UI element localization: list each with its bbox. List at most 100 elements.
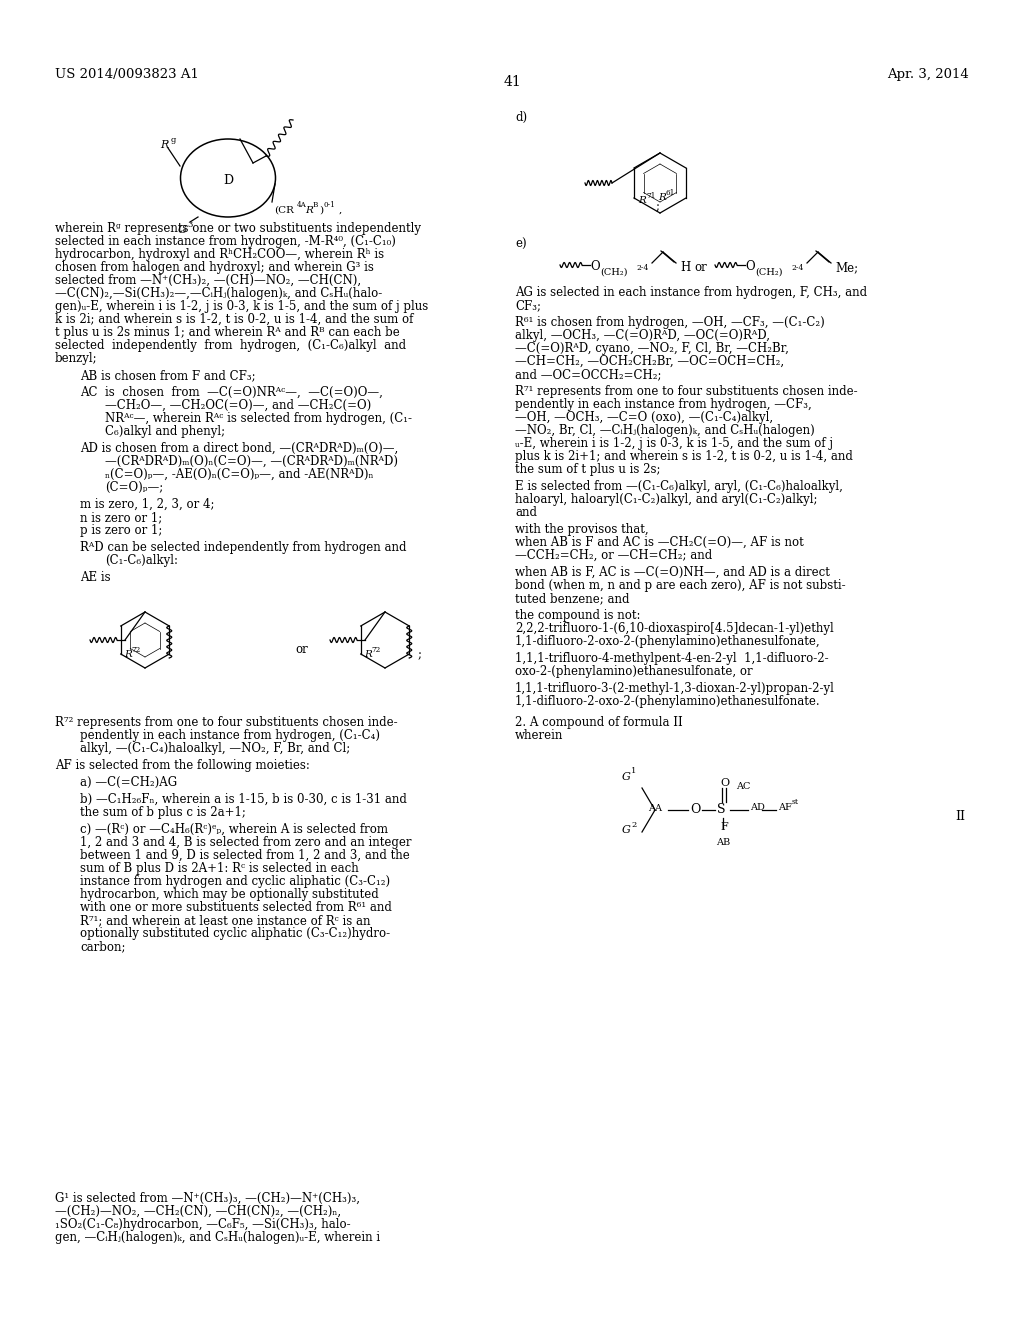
Text: ;: ; [656,201,660,213]
Text: ): ) [319,206,324,215]
Text: NRᴬᶜ—, wherein Rᴬᶜ is selected from hydrogen, (C₁-: NRᴬᶜ—, wherein Rᴬᶜ is selected from hydr… [105,412,412,425]
Text: US 2014/0093823 A1: US 2014/0093823 A1 [55,69,199,81]
Text: ₁SO₂(C₁-C₈)hydrocarbon, —C₆F₅, —Si(CH₃)₃, halo-: ₁SO₂(C₁-C₈)hydrocarbon, —C₆F₅, —Si(CH₃)₃… [55,1218,350,1232]
Text: 2,2,2-trifluoro-1-(6,10-dioxaspiro[4.5]decan-1-yl)ethyl: 2,2,2-trifluoro-1-(6,10-dioxaspiro[4.5]d… [515,622,834,635]
Text: n is zero or 1;: n is zero or 1; [80,511,162,524]
Text: pendently in each instance from hydrogen, (C₁-C₄): pendently in each instance from hydrogen… [80,729,380,742]
Text: gen)ᵤ-E, wherein i is 1-2, j is 0-3, k is 1-5, and the sum of j plus: gen)ᵤ-E, wherein i is 1-2, j is 0-3, k i… [55,300,428,313]
Text: when AB is F and AC is —CH₂C(=O)—, AF is not: when AB is F and AC is —CH₂C(=O)—, AF is… [515,536,804,549]
Text: —(CH₂)—NO₂, —CH₂(CN), —CH(CN)₂, —(CH₂)ₙ,: —(CH₂)—NO₂, —CH₂(CN), —CH(CN)₂, —(CH₂)ₙ, [55,1205,341,1218]
Text: 2: 2 [631,821,636,829]
Text: (CH₂): (CH₂) [755,268,782,277]
Text: 1,1-difluoro-2-oxo-2-(phenylamino)ethanesulfonate.: 1,1-difluoro-2-oxo-2-(phenylamino)ethane… [515,696,820,708]
Text: R: R [124,649,132,659]
Text: with the provisos that,: with the provisos that, [515,523,648,536]
Text: —OH, —OCH₃, —C=O (oxo), —(C₁-C₄)alkyl,: —OH, —OCH₃, —C=O (oxo), —(C₁-C₄)alkyl, [515,411,773,424]
Text: AF is selected from the following moieties:: AF is selected from the following moieti… [55,759,310,772]
Text: B: B [313,201,318,209]
Text: 1,1-difluoro-2-oxo-2-(phenylamino)ethanesulfonate,: 1,1-difluoro-2-oxo-2-(phenylamino)ethane… [515,635,820,648]
Text: selected  independently  from  hydrogen,  (C₁-C₆)alkyl  and: selected independently from hydrogen, (C… [55,339,407,352]
Text: ;: ; [418,648,422,661]
Text: oxo-2-(phenylamino)ethanesulfonate, or: oxo-2-(phenylamino)ethanesulfonate, or [515,665,753,678]
Text: —(CRᴬDRᴬD)ₘ(O)ₙ(C=O)—, —(CRᴬDRᴬD)ₘ(NRᴬD): —(CRᴬDRᴬD)ₘ(O)ₙ(C=O)—, —(CRᴬDRᴬD)ₘ(NRᴬD) [105,455,398,469]
Text: O: O [720,777,729,788]
Text: AD: AD [750,803,765,812]
Text: AD is chosen from a direct bond, —(CRᴬDRᴬD)ₘ(O)—,: AD is chosen from a direct bond, —(CRᴬDR… [80,442,398,455]
Text: F: F [720,822,728,832]
Text: AF: AF [778,803,792,812]
Text: p is zero or 1;: p is zero or 1; [80,524,163,537]
Text: the sum of b plus c is 2a+1;: the sum of b plus c is 2a+1; [80,807,246,818]
Text: ₙ(C=O)ₚ—, -AE(O)ₙ(C=O)ₚ—, and -AE(NRᴬD)ₙ: ₙ(C=O)ₚ—, -AE(O)ₙ(C=O)ₚ—, and -AE(NRᴬD)ₙ [105,469,374,480]
Text: 61: 61 [666,189,676,197]
Text: 2-4: 2-4 [636,264,648,272]
Text: between 1 and 9, D is selected from 1, 2 and 3, and the: between 1 and 9, D is selected from 1, 2… [80,849,410,862]
Text: CF₃;: CF₃; [515,300,541,312]
Text: alkyl, —(C₁-C₄)haloalkyl, —NO₂, F, Br, and Cl;: alkyl, —(C₁-C₄)haloalkyl, —NO₂, F, Br, a… [80,742,350,755]
Text: chosen from halogen and hydroxyl; and wherein G³ is: chosen from halogen and hydroxyl; and wh… [55,261,374,275]
Text: —CCH₂=CH₂, or —CH=CH₂; and: —CCH₂=CH₂, or —CH=CH₂; and [515,549,713,562]
Text: R: R [305,206,313,215]
Text: —C(=O)RᴬD, cyano, —NO₂, F, Cl, Br, —CH₂Br,: —C(=O)RᴬD, cyano, —NO₂, F, Cl, Br, —CH₂B… [515,342,788,355]
Text: G¹ is selected from —N⁺(CH₃)₃, —(CH₂)—N⁺(CH₃)₃,: G¹ is selected from —N⁺(CH₃)₃, —(CH₂)—N⁺… [55,1192,360,1205]
Text: carbon;: carbon; [80,940,126,953]
Text: D: D [223,174,233,187]
Text: —CH₂O—, —CH₂OC(=O)—, and —CH₂C(=O): —CH₂O—, —CH₂OC(=O)—, and —CH₂C(=O) [105,399,372,412]
Text: m is zero, 1, 2, 3, or 4;: m is zero, 1, 2, 3, or 4; [80,498,214,511]
Text: d): d) [515,111,527,124]
Text: with one or more substituents selected from R⁶¹ and: with one or more substituents selected f… [80,902,392,913]
Text: Apr. 3, 2014: Apr. 3, 2014 [887,69,969,81]
Text: R: R [160,140,168,150]
Text: AB: AB [716,838,730,847]
Text: wherein Rᵍ represents one or two substituents independently: wherein Rᵍ represents one or two substit… [55,222,421,235]
Text: plus k is 2i+1; and wherein s is 1-2, t is 0-2, u is 1-4, and: plus k is 2i+1; and wherein s is 1-2, t … [515,450,853,463]
Text: ᵤ-E, wherein i is 1-2, j is 0-3, k is 1-5, and the sum of j: ᵤ-E, wherein i is 1-2, j is 0-3, k is 1-… [515,437,833,450]
Text: (C=O)ₚ—;: (C=O)ₚ—; [105,480,163,494]
Text: pendently in each instance from hydrogen, —CF₃,: pendently in each instance from hydrogen… [515,399,812,411]
Text: AG is selected in each instance from hydrogen, F, CH₃, and: AG is selected in each instance from hyd… [515,286,867,300]
Text: tuted benzene; and: tuted benzene; and [515,591,630,605]
Text: 2-4: 2-4 [791,264,804,272]
Text: the compound is not:: the compound is not: [515,609,640,622]
Text: (CR: (CR [274,206,294,215]
Text: alkyl, —OCH₃, —C(=O)RᴬD, —OC(=O)RᴬD,: alkyl, —OCH₃, —C(=O)RᴬD, —OC(=O)RᴬD, [515,329,770,342]
Text: selected in each instance from hydrogen, -M-R⁴⁰, (C₁-C₁₀): selected in each instance from hydrogen,… [55,235,396,248]
Text: wherein: wherein [515,729,563,742]
Text: k is 2i; and wherein s is 1-2, t is 0-2, u is 1-4, and the sum of: k is 2i; and wherein s is 1-2, t is 0-2,… [55,313,414,326]
Text: G: G [622,825,631,836]
Text: Me;: Me; [835,261,858,275]
Text: 1: 1 [631,767,636,775]
Text: AC: AC [736,781,751,791]
Text: —C(CN)₂,—Si(CH₃)₂—,—CᵢHⱼ(halogen)ₖ, and CₛHᵤ(halo-: —C(CN)₂,—Si(CH₃)₂—,—CᵢHⱼ(halogen)ₖ, and … [55,286,382,300]
Text: G: G [622,772,631,781]
Text: 2. A compound of formula II: 2. A compound of formula II [515,715,683,729]
Text: and: and [515,506,537,519]
Text: AB is chosen from F and CF₃;: AB is chosen from F and CF₃; [80,370,256,381]
Text: a) —C(=CH₂)AG: a) —C(=CH₂)AG [80,776,177,789]
Text: 71: 71 [646,191,655,201]
Text: ,: , [339,206,342,215]
Text: R: R [638,195,646,205]
Text: S: S [717,803,725,816]
Text: 1,1,1-trifluoro-4-methylpent-4-en-2-yl  1,1-difluoro-2-: 1,1,1-trifluoro-4-methylpent-4-en-2-yl 1… [515,652,828,665]
Text: gen, —CᵢHⱼ(halogen)ₖ, and CₛHᵤ(halogen)ᵤ-E, wherein i: gen, —CᵢHⱼ(halogen)ₖ, and CₛHᵤ(halogen)ᵤ… [55,1232,380,1243]
Text: selected from —N⁺(CH₃)₂, —(CH)—NO₂, —CH(CN),: selected from —N⁺(CH₃)₂, —(CH)—NO₂, —CH(… [55,275,361,286]
Text: t plus u is 2s minus 1; and wherein Rᴬ and Rᴮ can each be: t plus u is 2s minus 1; and wherein Rᴬ a… [55,326,399,339]
Text: 1,1,1-trifluoro-3-(2-methyl-1,3-dioxan-2-yl)propan-2-yl: 1,1,1-trifluoro-3-(2-methyl-1,3-dioxan-2… [515,682,835,696]
Text: 72: 72 [372,645,381,653]
Text: AC  is  chosen  from  —C(=O)NRᴬᶜ—,  —C(=O)O—,: AC is chosen from —C(=O)NRᴬᶜ—, —C(=O)O—, [80,385,383,399]
Text: sum of B plus D is 2A+1: Rᶜ is selected in each: sum of B plus D is 2A+1: Rᶜ is selected … [80,862,358,875]
Text: AE is: AE is [80,572,111,583]
Text: (C₁-C₆)alkyl:: (C₁-C₆)alkyl: [105,554,178,568]
Text: instance from hydrogen and cyclic aliphatic (C₃-C₁₂): instance from hydrogen and cyclic alipha… [80,875,390,888]
Text: or: or [694,261,707,275]
Text: haloaryl, haloaryl(C₁-C₂)alkyl, and aryl(C₁-C₂)alkyl;: haloaryl, haloaryl(C₁-C₂)alkyl, and aryl… [515,492,817,506]
Text: c) —(Rᶜ) or —C₄H₆(Rᶜ)ᵉₚ, wherein A is selected from: c) —(Rᶜ) or —C₄H₆(Rᶜ)ᵉₚ, wherein A is se… [80,822,388,836]
Text: 1, 2 and 3 and 4, B is selected from zero and an integer: 1, 2 and 3 and 4, B is selected from zer… [80,836,412,849]
Text: AA: AA [648,804,662,813]
Text: 0-1: 0-1 [324,201,336,209]
Text: hydrocarbon, hydroxyl and RʰCH₂COO—, wherein Rʰ is: hydrocarbon, hydroxyl and RʰCH₂COO—, whe… [55,248,384,261]
Text: hydrocarbon, which may be optionally substituted: hydrocarbon, which may be optionally sub… [80,888,379,902]
Text: g: g [171,136,176,144]
Text: R⁷² represents from one to four substituents chosen inde-: R⁷² represents from one to four substitu… [55,715,397,729]
